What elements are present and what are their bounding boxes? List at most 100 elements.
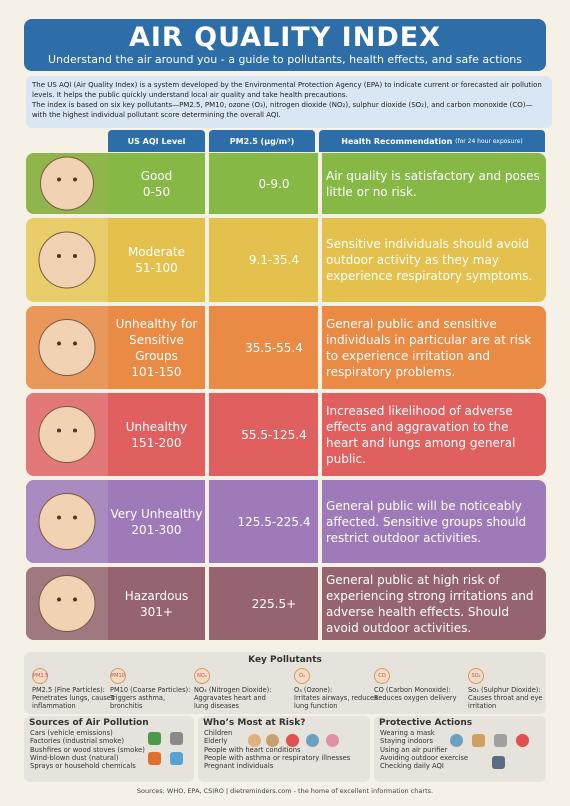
column-header-rec-note: (for 24 hour exposure) bbox=[455, 137, 523, 145]
aqi-level-name: Unhealthy bbox=[125, 419, 188, 434]
phone-icon bbox=[492, 756, 505, 769]
pm25-range: 35.5-55.4 bbox=[245, 340, 303, 355]
pollutant-icon: PM2.5 bbox=[32, 668, 48, 684]
pm25-range: 55.5-125.4 bbox=[241, 427, 307, 442]
aqi-level-name: Good bbox=[140, 168, 173, 183]
face-illustration-icon bbox=[26, 480, 108, 563]
aqi-level: Hazardous 301+ bbox=[108, 567, 205, 640]
pollutant-desc: Triggers asthma, bronchitis bbox=[110, 694, 166, 710]
aqi-level-name: Moderate bbox=[127, 245, 186, 259]
page-subtitle: Understand the air around you - a guide … bbox=[47, 53, 523, 66]
aqi-level: Unhealthy 151-200 bbox=[108, 393, 205, 476]
column-header-level: US AQI Level bbox=[108, 130, 205, 152]
pm25-range: 0-9.0 bbox=[258, 176, 290, 191]
pollutant-desc: Causes throat and eye irritation bbox=[468, 694, 543, 710]
intro-line-1: The US AQI (Air Quality Index) is a syst… bbox=[32, 81, 542, 99]
face-illustration-icon bbox=[26, 567, 108, 640]
aqi-level-range: 151-200 bbox=[131, 435, 182, 450]
aqi-row: Hazardous 301+ 225.5+ General public at h… bbox=[26, 567, 546, 640]
pollutant-desc: Reduces oxygen delivery bbox=[374, 694, 457, 702]
aqi-level-name: Hazardous bbox=[124, 588, 189, 603]
aqi-level-name: Very Unhealthy bbox=[110, 506, 203, 521]
pollutant-desc: Penetrates lungs, causes inflammation bbox=[32, 694, 115, 710]
actions-title: Protective Actions bbox=[379, 718, 473, 728]
risk-item: Pregnant individuals bbox=[204, 762, 274, 771]
aqi-level-range: 201-300 bbox=[131, 522, 182, 537]
risk-item: People with heart conditions bbox=[204, 745, 301, 754]
pollutant-desc: Irritates airways, reduces lung function bbox=[294, 694, 378, 710]
pollutant-item: PM2.5 PM2.5 (Fine Particles): Penetrates… bbox=[32, 668, 118, 710]
sources-item: Wind-blown dust (natural) bbox=[30, 753, 119, 762]
aqi-level: Good 0-50 bbox=[108, 153, 205, 214]
actions-item: Using an air purifier bbox=[380, 745, 448, 754]
column-header-recommendation: Health Recommendation (for 24 hour expos… bbox=[319, 130, 545, 152]
health-recommendation: General public and sensitive individuals… bbox=[326, 316, 532, 379]
aqi-level-range: 301+ bbox=[140, 604, 173, 619]
actions-item: Staying indoors bbox=[380, 737, 434, 746]
pollutant-name: O₃ (Ozone): bbox=[294, 686, 333, 694]
sources-title: Sources of Air Pollution bbox=[29, 718, 149, 728]
pollutant-icon: SO₂ bbox=[468, 668, 484, 684]
pollutant-desc: Aggravates heart and lung diseases bbox=[194, 694, 266, 710]
pollutant-name: CO (Carbon Monoxide): bbox=[374, 686, 451, 694]
face-illustration-icon bbox=[26, 218, 108, 302]
factory-icon bbox=[170, 732, 183, 745]
pollutant-item: NO₂ NO₂ (Nitrogen Dioxide): Aggravates h… bbox=[194, 668, 280, 710]
asthma-icon bbox=[306, 734, 319, 747]
aqi-level-range: 51-100 bbox=[135, 261, 178, 275]
pollutant-name: PM10 (Coarse Particles): bbox=[110, 686, 191, 694]
aqi-row: Good 0-50 0-9.0 Air quality is satisfacto… bbox=[26, 153, 546, 214]
purifier-icon bbox=[494, 734, 507, 747]
pollutant-icon: PM10 bbox=[110, 668, 126, 684]
aqi-level-range: 0-50 bbox=[142, 184, 171, 199]
risk-item: Children bbox=[204, 729, 233, 738]
face-illustration-icon bbox=[26, 306, 108, 389]
health-recommendation: General public at high risk of experienc… bbox=[326, 572, 534, 635]
aqi-level-name: Unhealthy for Sensitive Groups bbox=[115, 316, 198, 363]
sources-item: Cars (vehicle emissions) bbox=[30, 729, 113, 738]
footer-sources: Sources: WHO, EPA, CSIRO | dietreminders… bbox=[136, 787, 434, 795]
risk-item: Elderly bbox=[204, 737, 228, 746]
key-pollutants-panel: Key Pollutants PM2.5 PM2.5 (Fine Particl… bbox=[24, 652, 546, 714]
aqi-level: Unhealthy for Sensitive Groups 101-150 bbox=[108, 306, 205, 389]
actions-panel: Protective Actions Wearing a mask Staying… bbox=[374, 716, 546, 782]
face-illustration-icon bbox=[26, 393, 108, 476]
pollutant-item: O₃ O₃ (Ozone): Irritates airways, reduce… bbox=[294, 668, 380, 710]
page-header: AIR QUALITY INDEX Understand the air aro… bbox=[24, 19, 546, 71]
spray-icon bbox=[170, 752, 183, 765]
pollutant-item: PM10 PM10 (Coarse Particles): Triggers a… bbox=[110, 668, 196, 710]
key-pollutants-title: Key Pollutants bbox=[248, 655, 322, 665]
health-recommendation: Sensitive individuals should avoid outdo… bbox=[326, 237, 533, 283]
aqi-row: Unhealthy for Sensitive Groups 101-150 35… bbox=[26, 306, 546, 389]
aqi-row: Unhealthy 151-200 55.5-125.4 Increased li… bbox=[26, 393, 546, 476]
pm25-range: 9.1-35.4 bbox=[248, 253, 300, 267]
actions-item: Checking daily AQI bbox=[380, 762, 444, 771]
pollutant-icon: NO₂ bbox=[194, 668, 210, 684]
fire-icon bbox=[148, 752, 161, 765]
pollutant-name: PM2.5 (Fine Particles): bbox=[32, 686, 105, 694]
aqi-row: Very Unhealthy 201-300 125.5-225.4 Genera… bbox=[26, 480, 546, 563]
pollutant-item: CO CO (Carbon Monoxide): Reduces oxygen … bbox=[374, 668, 460, 702]
column-header-pm: PM2.5 (μg/m³) bbox=[209, 130, 315, 152]
intro-text: The US AQI (Air Quality Index) is a syst… bbox=[26, 76, 552, 128]
pregnant-icon bbox=[326, 734, 339, 747]
pollutant-item: SO₂ So₂ (Sulphur Dioxide): Causes throat… bbox=[468, 668, 554, 710]
aqi-level: Very Unhealthy 201-300 bbox=[108, 480, 205, 563]
actions-item: Wearing a mask bbox=[380, 729, 435, 738]
pm25-range: 225.5+ bbox=[251, 596, 297, 611]
child-icon bbox=[248, 734, 261, 747]
heart-icon bbox=[286, 734, 299, 747]
face-illustration-icon bbox=[26, 153, 108, 214]
column-header-rec-label: Health Recommendation bbox=[341, 136, 453, 146]
aqi-level: Moderate 51-100 bbox=[108, 218, 205, 302]
pollutant-name: So₂ (Sulphur Dioxide): bbox=[468, 686, 541, 694]
risk-title: Who’s Most at Risk? bbox=[203, 718, 306, 728]
actions-item: Avoiding outdoor exercise bbox=[380, 753, 469, 762]
page-title: AIR QUALITY INDEX bbox=[128, 22, 441, 53]
house-icon bbox=[472, 734, 485, 747]
pm25-range: 125.5-225.4 bbox=[237, 514, 311, 529]
no-exercise-icon bbox=[516, 734, 529, 747]
mask-icon bbox=[450, 734, 463, 747]
health-recommendation: Increased likelihood of adverse effects … bbox=[326, 403, 516, 466]
intro-line-2: The index is based on six key pollutants… bbox=[32, 101, 533, 119]
